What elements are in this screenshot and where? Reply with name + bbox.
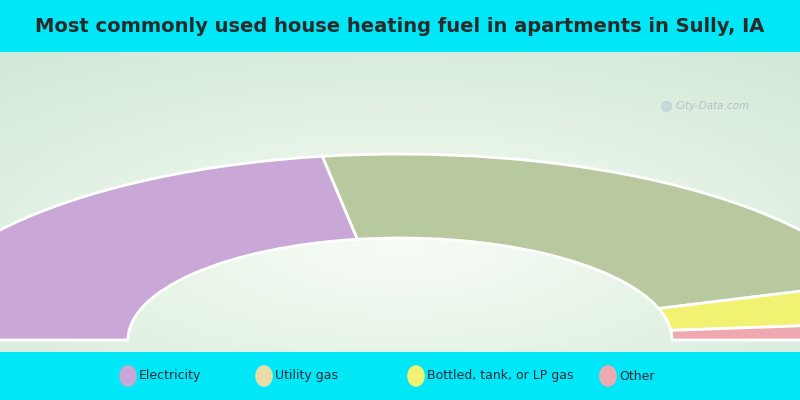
- Wedge shape: [322, 154, 800, 308]
- Ellipse shape: [255, 365, 273, 387]
- Ellipse shape: [119, 365, 137, 387]
- Text: Other: Other: [619, 370, 654, 382]
- Wedge shape: [0, 156, 358, 340]
- Wedge shape: [670, 322, 800, 340]
- Wedge shape: [658, 282, 800, 330]
- Ellipse shape: [599, 365, 617, 387]
- Ellipse shape: [407, 365, 425, 387]
- Text: Bottled, tank, or LP gas: Bottled, tank, or LP gas: [427, 370, 574, 382]
- Text: Most commonly used house heating fuel in apartments in Sully, IA: Most commonly used house heating fuel in…: [35, 16, 765, 36]
- Text: Electricity: Electricity: [139, 370, 202, 382]
- Text: City-Data.com: City-Data.com: [676, 101, 750, 111]
- Text: Utility gas: Utility gas: [275, 370, 338, 382]
